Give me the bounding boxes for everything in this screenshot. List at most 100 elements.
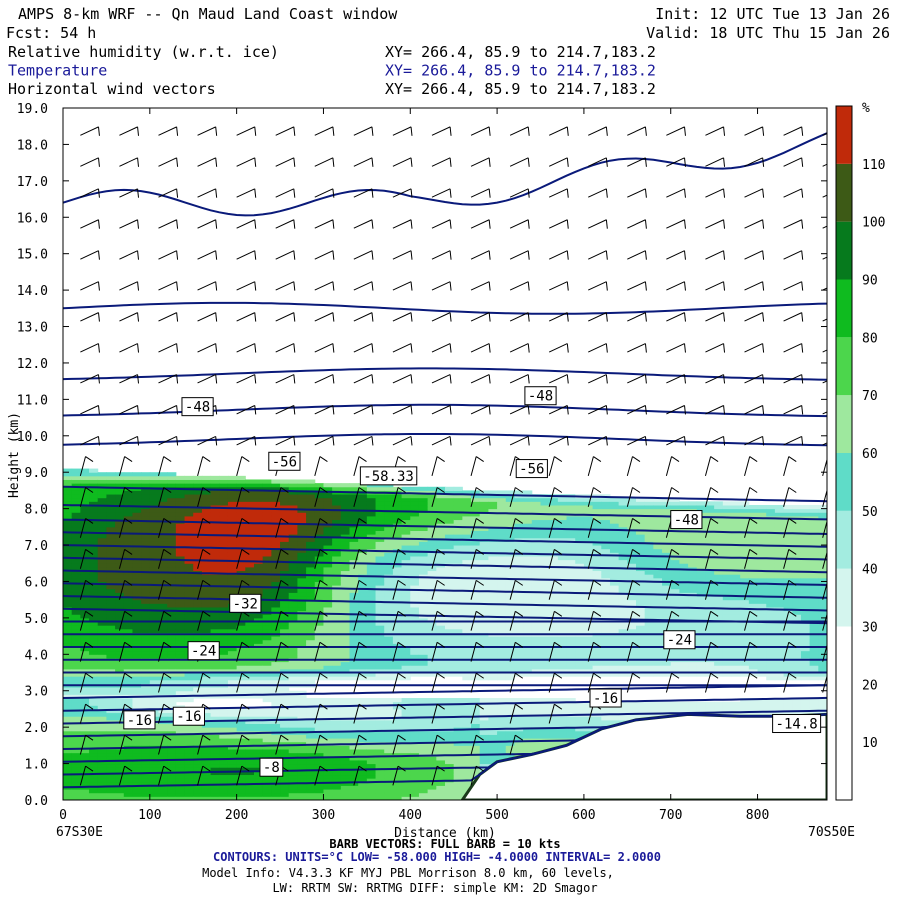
- rh-cell: [384, 738, 393, 742]
- rh-cell: [323, 607, 332, 611]
- rh-cell: [367, 662, 376, 666]
- rh-cell: [297, 789, 306, 793]
- rh-cell: [332, 734, 341, 738]
- rh-cell: [211, 691, 220, 695]
- rh-cell: [98, 636, 107, 640]
- rh-cell: [254, 552, 263, 556]
- rh-cell: [341, 512, 350, 516]
- rh-cell: [488, 676, 497, 680]
- rh-cell: [410, 512, 419, 516]
- rh-cell: [280, 578, 289, 582]
- rh-cell: [124, 501, 133, 505]
- rh-cell: [124, 479, 133, 483]
- rh-cell: [98, 611, 107, 615]
- rh-cell: [428, 530, 437, 534]
- rh-cell: [480, 654, 489, 658]
- rh-cell: [106, 651, 115, 655]
- rh-cell: [211, 578, 220, 582]
- rh-cell: [428, 545, 437, 549]
- rh-cell: [115, 589, 124, 593]
- rh-cell: [315, 651, 324, 655]
- rh-cell: [141, 541, 150, 545]
- rh-cell: [271, 607, 280, 611]
- rh-cell: [263, 629, 272, 633]
- rh-cell: [567, 581, 576, 585]
- rh-cell: [211, 567, 220, 571]
- rh-cell: [98, 574, 107, 578]
- rh-cell: [367, 487, 376, 491]
- field-xy-1: XY= 266.4, 85.9 to 214.7,183.2: [385, 62, 656, 80]
- rh-cell: [567, 662, 576, 666]
- rh-cell: [306, 556, 315, 560]
- rh-cell: [402, 629, 411, 633]
- rh-cell: [176, 600, 185, 604]
- rh-cell: [132, 749, 141, 753]
- rh-cell: [436, 749, 445, 753]
- rh-cell: [350, 636, 359, 640]
- rh-cell: [106, 727, 115, 731]
- rh-cell: [89, 775, 98, 779]
- rh-cell: [567, 720, 576, 724]
- rh-cell: [341, 745, 350, 749]
- rh-cell: [72, 534, 81, 538]
- rh-cell: [410, 585, 419, 589]
- rh-cell: [271, 603, 280, 607]
- rh-cell: [219, 498, 228, 502]
- rh-cell: [462, 775, 471, 779]
- rh-cell: [428, 760, 437, 764]
- rh-cell: [419, 745, 428, 749]
- rh-cell: [358, 654, 367, 658]
- rh-cell: [219, 727, 228, 731]
- rh-cell: [480, 516, 489, 520]
- rh-cell: [72, 713, 81, 717]
- rh-cell: [376, 720, 385, 724]
- rh-cell: [63, 603, 72, 607]
- rh-cell: [445, 651, 454, 655]
- rh-cell: [454, 530, 463, 534]
- rh-cell: [185, 538, 194, 542]
- rh-cell: [280, 640, 289, 644]
- rh-cell: [428, 789, 437, 793]
- rh-cell: [132, 479, 141, 483]
- rh-cell: [89, 585, 98, 589]
- rh-cell: [367, 592, 376, 596]
- rh-cell: [410, 651, 419, 655]
- rh-cell: [315, 753, 324, 757]
- rh-cell: [132, 614, 141, 618]
- rh-cell: [228, 527, 237, 531]
- rh-cell: [98, 687, 107, 691]
- rh-cell: [541, 636, 550, 640]
- rh-cell: [323, 501, 332, 505]
- rh-cell: [141, 516, 150, 520]
- rh-cell: [367, 603, 376, 607]
- rh-cell: [558, 571, 567, 575]
- rh-cell: [384, 636, 393, 640]
- rh-cell: [306, 636, 315, 640]
- rh-cell: [211, 552, 220, 556]
- rh-cell: [245, 563, 254, 567]
- rh-cell: [462, 731, 471, 735]
- rh-cell: [89, 665, 98, 669]
- rh-cell: [263, 687, 272, 691]
- rh-cell: [150, 687, 159, 691]
- rh-cell: [263, 734, 272, 738]
- rh-cell: [332, 520, 341, 524]
- rh-cell: [185, 742, 194, 746]
- rh-cell: [289, 625, 298, 629]
- rh-cell: [176, 538, 185, 542]
- rh-cell: [523, 585, 532, 589]
- rh-cell: [63, 702, 72, 706]
- rh-cell: [237, 636, 246, 640]
- rh-cell: [193, 574, 202, 578]
- rh-cell: [462, 749, 471, 753]
- rh-cell: [367, 512, 376, 516]
- rh-cell: [523, 625, 532, 629]
- rh-cell: [245, 530, 254, 534]
- rh-cell: [193, 512, 202, 516]
- rh-cell: [506, 662, 515, 666]
- rh-cell: [419, 654, 428, 658]
- rh-cell: [167, 538, 176, 542]
- forecast-hour: Fcst: 54 h: [6, 24, 96, 42]
- rh-cell: [384, 745, 393, 749]
- rh-cell: [132, 527, 141, 531]
